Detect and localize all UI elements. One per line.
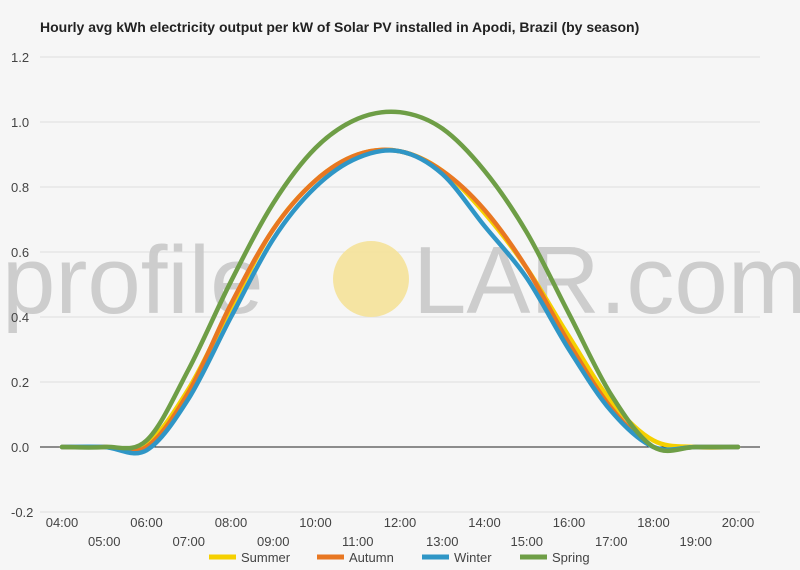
x-tick-label: 18:00 [637, 515, 670, 530]
x-tick-label: 07:00 [172, 534, 205, 549]
y-tick-label: 0.2 [11, 375, 29, 390]
x-tick-label: 10:00 [299, 515, 332, 530]
watermark-text-left: profile [2, 227, 263, 334]
y-tick-label: 0.6 [11, 245, 29, 260]
watermark-sun-icon [333, 241, 409, 317]
watermark: profile LAR.com [2, 227, 800, 334]
y-tick-label: -0.2 [11, 505, 33, 520]
series-line-spring [59, 109, 741, 454]
y-tick-label: 1.2 [11, 50, 29, 65]
legend: Summer Autumn Winter Spring [209, 550, 590, 565]
y-tick-label: 1.0 [11, 115, 29, 130]
legend-label-summer: Summer [241, 550, 291, 565]
y-tick-label: 0.0 [11, 440, 29, 455]
y-tick-label: 0.8 [11, 180, 29, 195]
legend-label-autumn: Autumn [349, 550, 394, 565]
x-tick-label: 05:00 [88, 534, 121, 549]
series-layer [59, 109, 741, 456]
x-tick-label: 08:00 [215, 515, 248, 530]
x-tick-label: 15:00 [510, 534, 543, 549]
legend-label-winter: Winter [454, 550, 492, 565]
x-tick-label: 17:00 [595, 534, 628, 549]
x-tick-label: 16:00 [553, 515, 586, 530]
x-tick-label: 11:00 [342, 534, 374, 549]
x-tick-label: 19:00 [679, 534, 712, 549]
axis-layer: 1.2 1.0 0.8 0.6 0.4 0.2 0.0 -0.2 04:00 05:00 06:00… [11, 50, 760, 549]
x-tick-label: 12:00 [384, 515, 417, 530]
x-tick-label: 20:00 [722, 515, 755, 530]
x-tick-label: 06:00 [130, 515, 163, 530]
watermark-text-right: LAR.com [413, 227, 800, 334]
legend-label-spring: Spring [552, 550, 590, 565]
x-tick-label: 09:00 [257, 534, 290, 549]
y-tick-label: 0.4 [11, 310, 29, 325]
series-line-winter [59, 148, 741, 456]
x-tick-label: 04:00 [46, 515, 79, 530]
x-tick-label: 14:00 [468, 515, 501, 530]
chart-title: Hourly avg kWh electricity output per kW… [40, 19, 640, 35]
x-tick-label: 13:00 [426, 534, 459, 549]
